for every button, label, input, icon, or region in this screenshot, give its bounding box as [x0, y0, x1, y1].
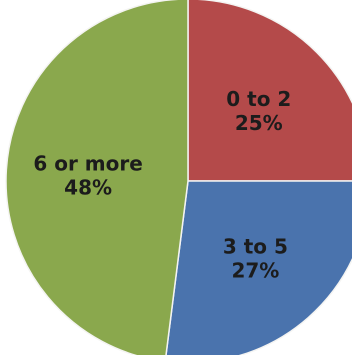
slice-category-label: 6 or more [33, 152, 142, 176]
pie-slice-6-or-more [5, 0, 189, 355]
pie-slices [5, 0, 352, 355]
slice-category-label: 3 to 5 [223, 234, 288, 258]
pie-slice-3-to-5 [165, 180, 352, 355]
pie-slice-0-to-2 [187, 0, 352, 182]
slice-category-label: 0 to 2 [226, 87, 291, 111]
slice-percent-label: 48% [64, 176, 112, 200]
slice-percent-label: 25% [235, 111, 283, 135]
slice-percent-label: 27% [231, 258, 279, 282]
